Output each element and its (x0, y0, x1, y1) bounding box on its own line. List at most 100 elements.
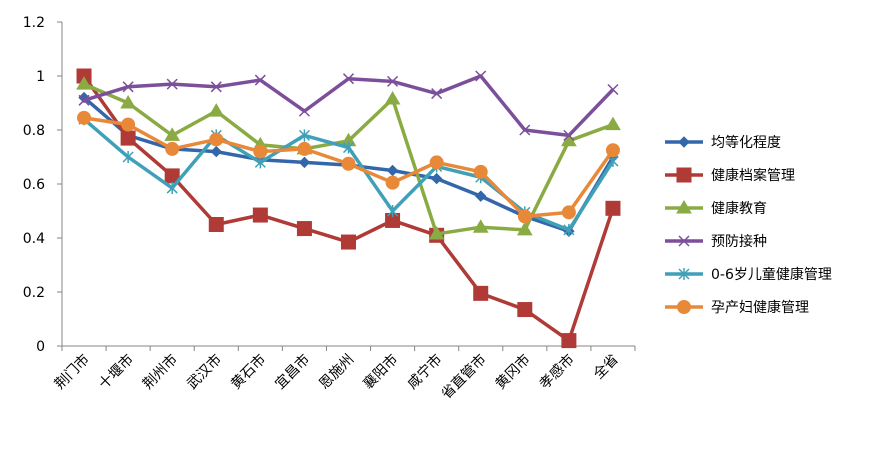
data-point (252, 207, 268, 223)
x-tick-label: 恩施州 (316, 352, 357, 393)
legend-item: 健康教育 (665, 200, 767, 217)
y-tick-label: 0 (36, 339, 45, 355)
legend-marker (678, 268, 690, 280)
data-point (605, 143, 620, 158)
data-point (341, 234, 356, 250)
data-point (122, 151, 134, 163)
legend-label: 0-6岁儿童健康管理 (711, 266, 832, 283)
data-point (517, 302, 533, 318)
x-tick-label: 全省 (590, 351, 622, 383)
data-point (253, 144, 268, 159)
data-point (561, 333, 577, 349)
legend-item: 健康档案管理 (665, 167, 795, 184)
data-point (605, 200, 621, 216)
data-point (296, 221, 312, 237)
data-point (165, 141, 180, 156)
legend-item: 孕产妇健康管理 (665, 299, 809, 316)
data-point (387, 75, 399, 87)
data-point (475, 190, 487, 202)
legend-item: 预防接种 (665, 233, 767, 250)
data-point (342, 141, 355, 154)
data-point (385, 175, 400, 190)
series-group (76, 68, 621, 349)
series-1 (76, 68, 621, 349)
data-point (210, 145, 222, 158)
data-point (563, 223, 575, 236)
legend-marker (677, 300, 691, 314)
x-tick-label: 襄阳市 (360, 351, 402, 393)
x-tick-label: 武汉市 (183, 351, 225, 393)
data-point (429, 155, 444, 170)
data-point (208, 217, 224, 232)
legend-label: 均等化程度 (711, 134, 781, 151)
legend-marker (678, 136, 690, 148)
legend-item: 0-6岁儿童健康管理 (665, 266, 832, 283)
data-point (298, 156, 311, 169)
data-point (120, 95, 136, 109)
legend-label: 健康档案管理 (711, 167, 795, 184)
data-point (387, 205, 399, 217)
series-5 (77, 110, 620, 224)
legend-marker (676, 200, 692, 214)
x-tick-label: 宜昌市 (272, 351, 314, 393)
data-point (298, 105, 310, 117)
x-tick-label: 荆门市 (51, 351, 93, 393)
data-point (430, 172, 443, 185)
data-point (384, 90, 401, 105)
data-point (517, 209, 532, 224)
y-axis-ticks: 0 0.2 0.4 0.6 0.8 1 1.2 (23, 15, 62, 355)
y-tick-label: 0.6 (23, 177, 45, 193)
data-point (76, 76, 92, 90)
data-point (386, 164, 399, 177)
x-tick-label: 孝感市 (536, 351, 578, 393)
data-point (121, 117, 136, 132)
y-tick-label: 1.2 (23, 15, 45, 31)
data-point (209, 132, 224, 147)
data-point (473, 164, 488, 179)
data-point (166, 78, 178, 90)
data-point (516, 221, 533, 236)
data-point (341, 156, 356, 171)
data-point (164, 127, 181, 141)
series-3 (78, 70, 619, 141)
data-point (166, 182, 178, 195)
data-point (607, 83, 619, 96)
legend-item: 均等化程度 (665, 134, 781, 151)
legend-label: 健康教育 (711, 200, 767, 217)
data-point (431, 88, 443, 100)
data-point (210, 81, 222, 93)
x-tick-label: 十堰市 (95, 351, 137, 393)
legend-label: 预防接种 (711, 233, 767, 250)
data-point (563, 129, 575, 141)
x-tick-label: 黄石市 (227, 351, 269, 393)
data-point (561, 205, 576, 220)
x-tick-label: 黄冈市 (492, 351, 534, 393)
data-point (297, 141, 312, 156)
data-point (254, 74, 266, 86)
y-tick-label: 0.8 (23, 123, 45, 139)
data-point (78, 94, 90, 106)
x-tick-label: 咸宁市 (404, 351, 446, 393)
legend-marker (678, 235, 690, 247)
x-tick-label: 省直管市 (438, 351, 490, 403)
data-point (298, 129, 310, 142)
y-tick-label: 0.2 (23, 285, 45, 301)
data-point (122, 81, 134, 93)
y-tick-label: 1 (36, 69, 45, 85)
legend-marker (676, 167, 692, 183)
data-point (473, 285, 489, 301)
legend-label: 孕产妇健康管理 (711, 299, 809, 316)
series-line (83, 74, 615, 138)
data-point (120, 130, 136, 146)
data-point (208, 103, 225, 117)
data-point (472, 219, 489, 233)
data-point (475, 70, 487, 82)
data-point (519, 124, 531, 136)
data-point (342, 73, 355, 85)
data-point (428, 225, 445, 240)
y-tick-label: 0.4 (23, 231, 45, 247)
data-point (77, 110, 92, 125)
